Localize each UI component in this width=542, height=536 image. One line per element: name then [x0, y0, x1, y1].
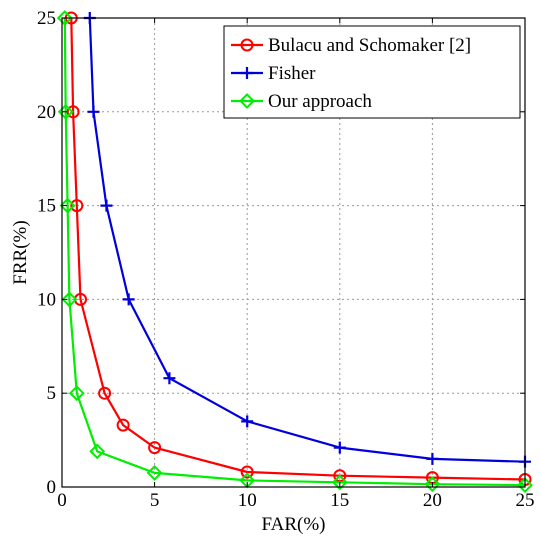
legend: Bulacu and Schomaker [2] Fisher Our approa… — [223, 25, 521, 119]
data-point — [89, 443, 106, 460]
series-layer — [56, 10, 533, 494]
data-point — [424, 476, 441, 493]
axis-ticks: 0 5 10 15 20 25 0 5 10 15 20 25 — [37, 8, 535, 511]
data-point — [426, 452, 439, 465]
x-tick-label: 20 — [423, 490, 442, 511]
plot-frame — [61, 17, 526, 488]
data-point — [98, 386, 112, 400]
data-point — [61, 291, 78, 308]
data-point — [148, 441, 162, 455]
series-line — [70, 17, 526, 481]
data-point — [116, 418, 130, 432]
legend-label: Bulacu and Schomaker [2] — [268, 35, 471, 56]
data-point — [146, 465, 163, 481]
data-point — [333, 441, 346, 454]
data-point — [87, 105, 100, 118]
y-tick-label: 0 — [47, 477, 57, 498]
legend-box — [223, 25, 521, 119]
y-tick-label: 25 — [37, 8, 56, 29]
data-point — [122, 293, 135, 306]
y-tick-label: 20 — [37, 102, 56, 123]
y-tick-label: 10 — [37, 289, 56, 310]
data-point — [517, 477, 533, 494]
legend-swatch-marker — [241, 67, 253, 79]
data-point — [241, 415, 254, 428]
data-point — [59, 197, 76, 214]
x-tick-label: 5 — [150, 490, 160, 511]
data-point — [57, 103, 74, 120]
x-tick-label: 15 — [330, 490, 349, 511]
data-point — [66, 105, 80, 119]
data-point — [68, 385, 85, 402]
series-3 — [56, 10, 533, 494]
legend-swatch-marker — [240, 38, 254, 52]
legend-label: Fisher — [268, 63, 316, 84]
x-axis-label: FAR(%) — [261, 514, 325, 535]
x-tick-label: 10 — [238, 490, 257, 511]
data-point — [331, 474, 348, 491]
x-tick-label: 25 — [516, 490, 535, 511]
data-point — [240, 465, 254, 479]
legend-swatch-marker — [239, 93, 255, 109]
legend-label: Our approach — [268, 91, 372, 112]
y-tick-label: 5 — [47, 383, 57, 404]
data-point — [56, 10, 73, 26]
data-point — [163, 372, 176, 385]
data-point — [70, 199, 84, 213]
series-1 — [64, 11, 532, 486]
x-tick-label: 0 — [57, 490, 67, 511]
data-point — [100, 199, 113, 212]
y-axis-label: FRR(%) — [10, 220, 31, 284]
series-line — [63, 17, 526, 487]
y-tick-label: 15 — [37, 196, 56, 217]
